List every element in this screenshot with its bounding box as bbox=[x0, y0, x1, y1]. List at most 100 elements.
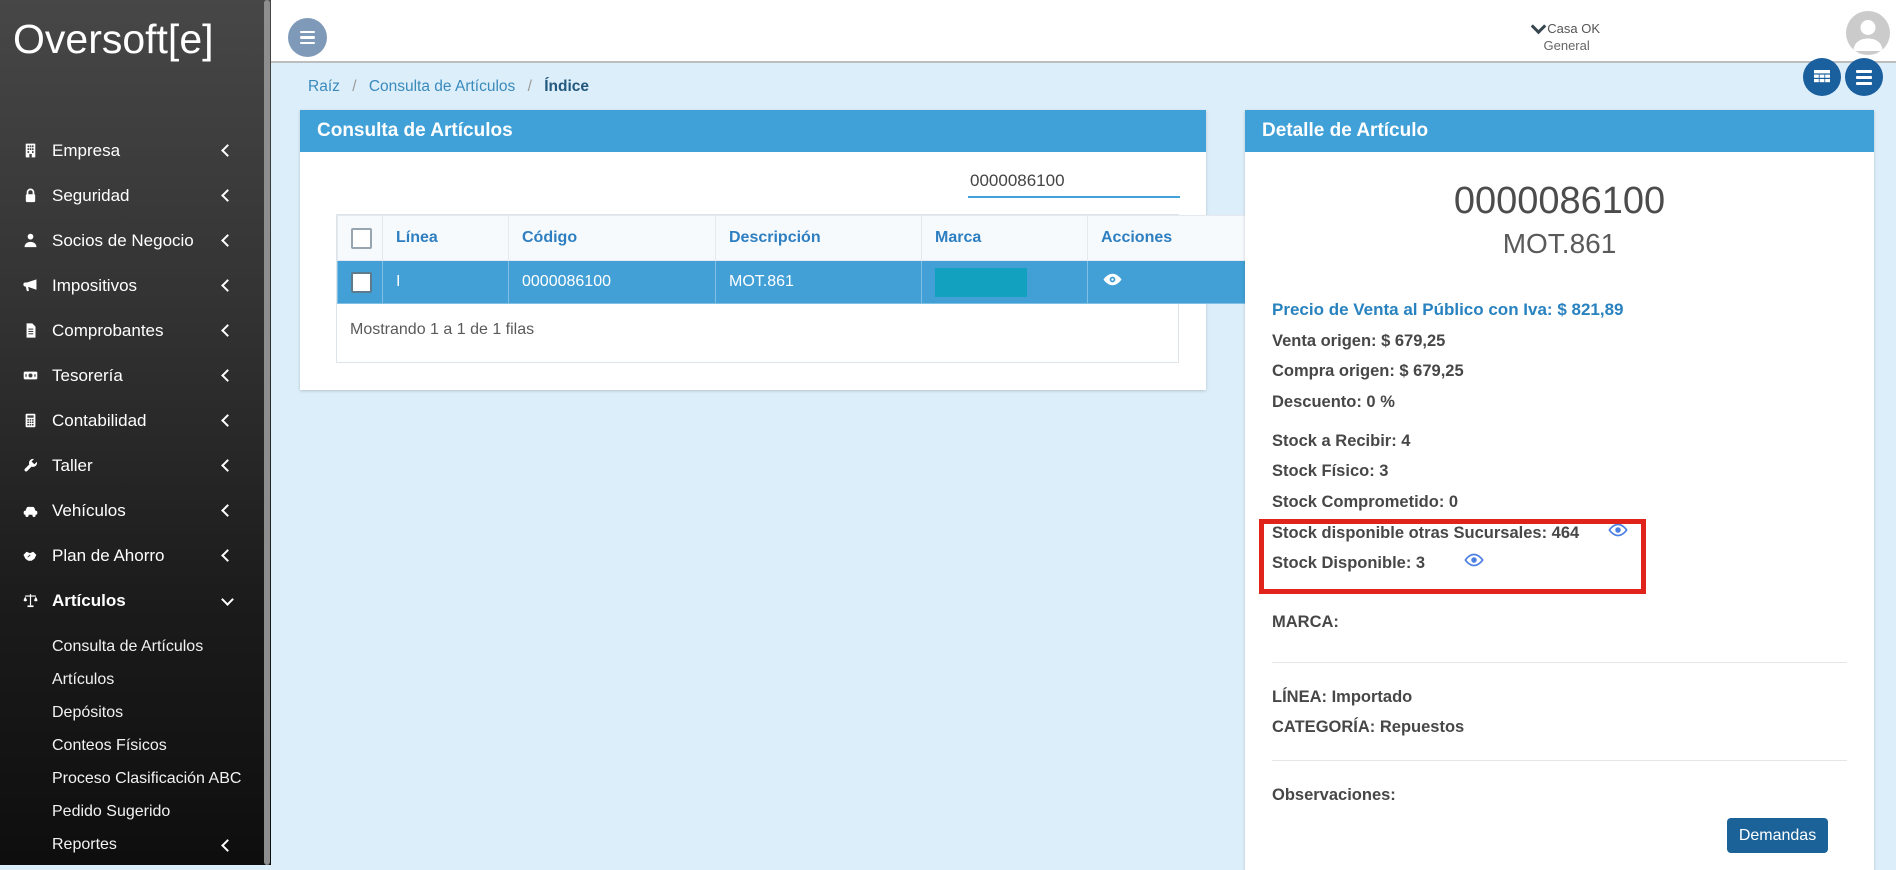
sidebar-item-seguridad[interactable]: Seguridad bbox=[0, 173, 258, 218]
stock-a-recibir: Stock a Recibir: 4 bbox=[1272, 432, 1411, 450]
table-row[interactable]: I 0000086100 MOT.861 bbox=[337, 260, 1259, 304]
sidebar-scrollbar[interactable] bbox=[264, 0, 270, 865]
linea-value: LÍNEA: Importado bbox=[1272, 688, 1413, 706]
column-header-linea[interactable]: Línea bbox=[382, 215, 509, 261]
sidebar-item-label: Plan de Ahorro bbox=[52, 545, 165, 565]
eye-icon bbox=[1464, 553, 1484, 567]
breadcrumb-current: Índice bbox=[544, 78, 590, 95]
sidebar-item-label: Contabilidad bbox=[52, 410, 147, 430]
company-name: Casa OK bbox=[1547, 21, 1600, 36]
banknote-icon bbox=[20, 367, 40, 384]
breadcrumb-root-link[interactable]: Raíz bbox=[308, 78, 340, 95]
calculator-icon bbox=[20, 412, 40, 429]
submenu-item-consulta-de-articulos[interactable]: Consulta de Artículos bbox=[0, 630, 258, 663]
view-article-button[interactable] bbox=[1101, 272, 1124, 287]
column-header-marca[interactable]: Marca bbox=[921, 215, 1088, 261]
breadcrumb-section-link[interactable]: Consulta de Artículos bbox=[368, 78, 516, 95]
sidebar-item-plan-de-ahorro[interactable]: Plan de Ahorro bbox=[0, 533, 258, 578]
sidebar-item-label: Comprobantes bbox=[52, 320, 164, 340]
view-disponible-stock-button[interactable] bbox=[1463, 553, 1485, 567]
observaciones-label: Observaciones: bbox=[1272, 786, 1396, 804]
sidebar-item-label: Seguridad bbox=[52, 185, 130, 205]
submenu-label: Conteos Físicos bbox=[52, 737, 167, 754]
eye-icon bbox=[1103, 273, 1122, 286]
select-all-checkbox[interactable] bbox=[351, 227, 372, 249]
article-code: 0000086100 bbox=[1453, 180, 1666, 222]
lock-icon bbox=[20, 187, 40, 204]
sidebar-item-taller[interactable]: Taller bbox=[0, 443, 258, 488]
chevron-left-icon bbox=[221, 369, 234, 382]
sidebar-item-empresa[interactable]: Empresa bbox=[0, 128, 258, 173]
sidebar-item-contabilidad[interactable]: Contabilidad bbox=[0, 398, 258, 443]
sidebar-nav: Empresa Seguridad Socios de Negocio Impo… bbox=[0, 128, 258, 623]
cell-descripcion: MOT.861 bbox=[715, 260, 922, 304]
megaphone-icon bbox=[20, 277, 40, 294]
article-search-input[interactable] bbox=[968, 166, 1180, 198]
chevron-left-icon bbox=[221, 279, 234, 292]
divider bbox=[1272, 760, 1847, 761]
column-header-descripcion[interactable]: Descripción bbox=[715, 215, 922, 261]
submenu-label: Pedido Sugerido bbox=[52, 803, 171, 820]
chevron-down-icon bbox=[221, 592, 234, 606]
row-checkbox[interactable] bbox=[351, 271, 372, 293]
stock-fisico: Stock Físico: 3 bbox=[1272, 462, 1389, 480]
cell-marca bbox=[921, 260, 1088, 304]
chevron-left-icon bbox=[221, 234, 234, 247]
panel-title: Detalle de Artículo bbox=[1245, 110, 1874, 152]
sidebar-item-vehiculos[interactable]: Vehículos bbox=[0, 488, 258, 533]
submenu-label: Artículos bbox=[52, 671, 115, 688]
building-icon bbox=[20, 142, 40, 159]
grid-view-button[interactable] bbox=[1803, 58, 1841, 96]
sidebar: Oversoft[e] Empresa Seguridad Socios de … bbox=[0, 0, 271, 865]
view-toggle-group bbox=[1803, 58, 1883, 96]
submenu-label: Reportes bbox=[52, 836, 117, 853]
scales-icon bbox=[20, 592, 40, 609]
table-footer-summary: Mostrando 1 a 1 de 1 filas bbox=[337, 304, 1178, 362]
sidebar-item-label: Tesorería bbox=[52, 365, 123, 385]
submenu-item-depositos[interactable]: Depósitos bbox=[0, 696, 258, 729]
venta-origen: Venta origen: $ 679,25 bbox=[1272, 332, 1446, 350]
submenu-label: Proceso Clasificación ABC bbox=[52, 770, 242, 787]
view-sucursales-stock-button[interactable] bbox=[1607, 523, 1629, 537]
sidebar-toggle-button[interactable] bbox=[288, 18, 327, 57]
grid-icon bbox=[1814, 70, 1830, 83]
panel-title: Consulta de Artículos bbox=[300, 110, 1206, 152]
demandas-button[interactable]: Demandas bbox=[1727, 818, 1828, 853]
company-branch-selector[interactable]: Casa OK General bbox=[1530, 18, 1600, 53]
submenu-item-articulos[interactable]: Artículos bbox=[0, 663, 258, 696]
divider bbox=[1272, 662, 1847, 663]
submenu-label: Depósitos bbox=[52, 704, 124, 721]
submenu-item-conteos-fisicos[interactable]: Conteos Físicos bbox=[0, 729, 258, 762]
sidebar-item-impositivos[interactable]: Impositivos bbox=[0, 263, 258, 308]
price-with-iva: Precio de Venta al Público con Iva: $ 82… bbox=[1272, 300, 1624, 319]
sidebar-item-articulos[interactable]: Artículos bbox=[0, 578, 258, 623]
articulos-submenu: Consulta de Artículos Artículos Depósito… bbox=[0, 630, 258, 861]
descuento: Descuento: 0 % bbox=[1272, 393, 1395, 411]
chevron-left-icon bbox=[221, 459, 234, 472]
list-view-button[interactable] bbox=[1845, 58, 1883, 96]
eye-icon bbox=[1608, 523, 1628, 537]
submenu-item-reportes[interactable]: Reportes bbox=[0, 828, 258, 861]
chevron-left-icon bbox=[221, 189, 234, 202]
cell-linea: I bbox=[382, 260, 509, 304]
sidebar-item-tesoreria[interactable]: Tesorería bbox=[0, 353, 258, 398]
wrench-icon bbox=[20, 457, 40, 474]
handshake-icon bbox=[20, 547, 40, 564]
submenu-label: Consulta de Artículos bbox=[52, 638, 204, 655]
chevron-down-icon bbox=[1530, 18, 1547, 35]
stock-comprometido: Stock Comprometido: 0 bbox=[1272, 493, 1459, 511]
sidebar-item-label: Socios de Negocio bbox=[52, 230, 194, 250]
categoria-value: CATEGORÍA: Repuestos bbox=[1272, 718, 1465, 736]
column-header-codigo[interactable]: Código bbox=[508, 215, 716, 261]
sidebar-item-comprobantes[interactable]: Comprobantes bbox=[0, 308, 258, 353]
sidebar-item-socios[interactable]: Socios de Negocio bbox=[0, 218, 258, 263]
article-name: MOT.861 bbox=[1502, 228, 1617, 259]
sidebar-item-label: Taller bbox=[52, 455, 93, 475]
user-avatar[interactable] bbox=[1846, 11, 1890, 55]
column-header-acciones: Acciones bbox=[1087, 215, 1259, 261]
branch-name: General bbox=[1543, 38, 1590, 53]
submenu-item-proceso-clasificacion-abc[interactable]: Proceso Clasificación ABC bbox=[0, 762, 258, 795]
submenu-item-pedido-sugerido[interactable]: Pedido Sugerido bbox=[0, 795, 258, 828]
breadcrumb: Raíz / Consulta de Artículos / Índice bbox=[308, 78, 589, 96]
results-table: Línea Código Descripción Marca Acciones … bbox=[336, 214, 1259, 363]
